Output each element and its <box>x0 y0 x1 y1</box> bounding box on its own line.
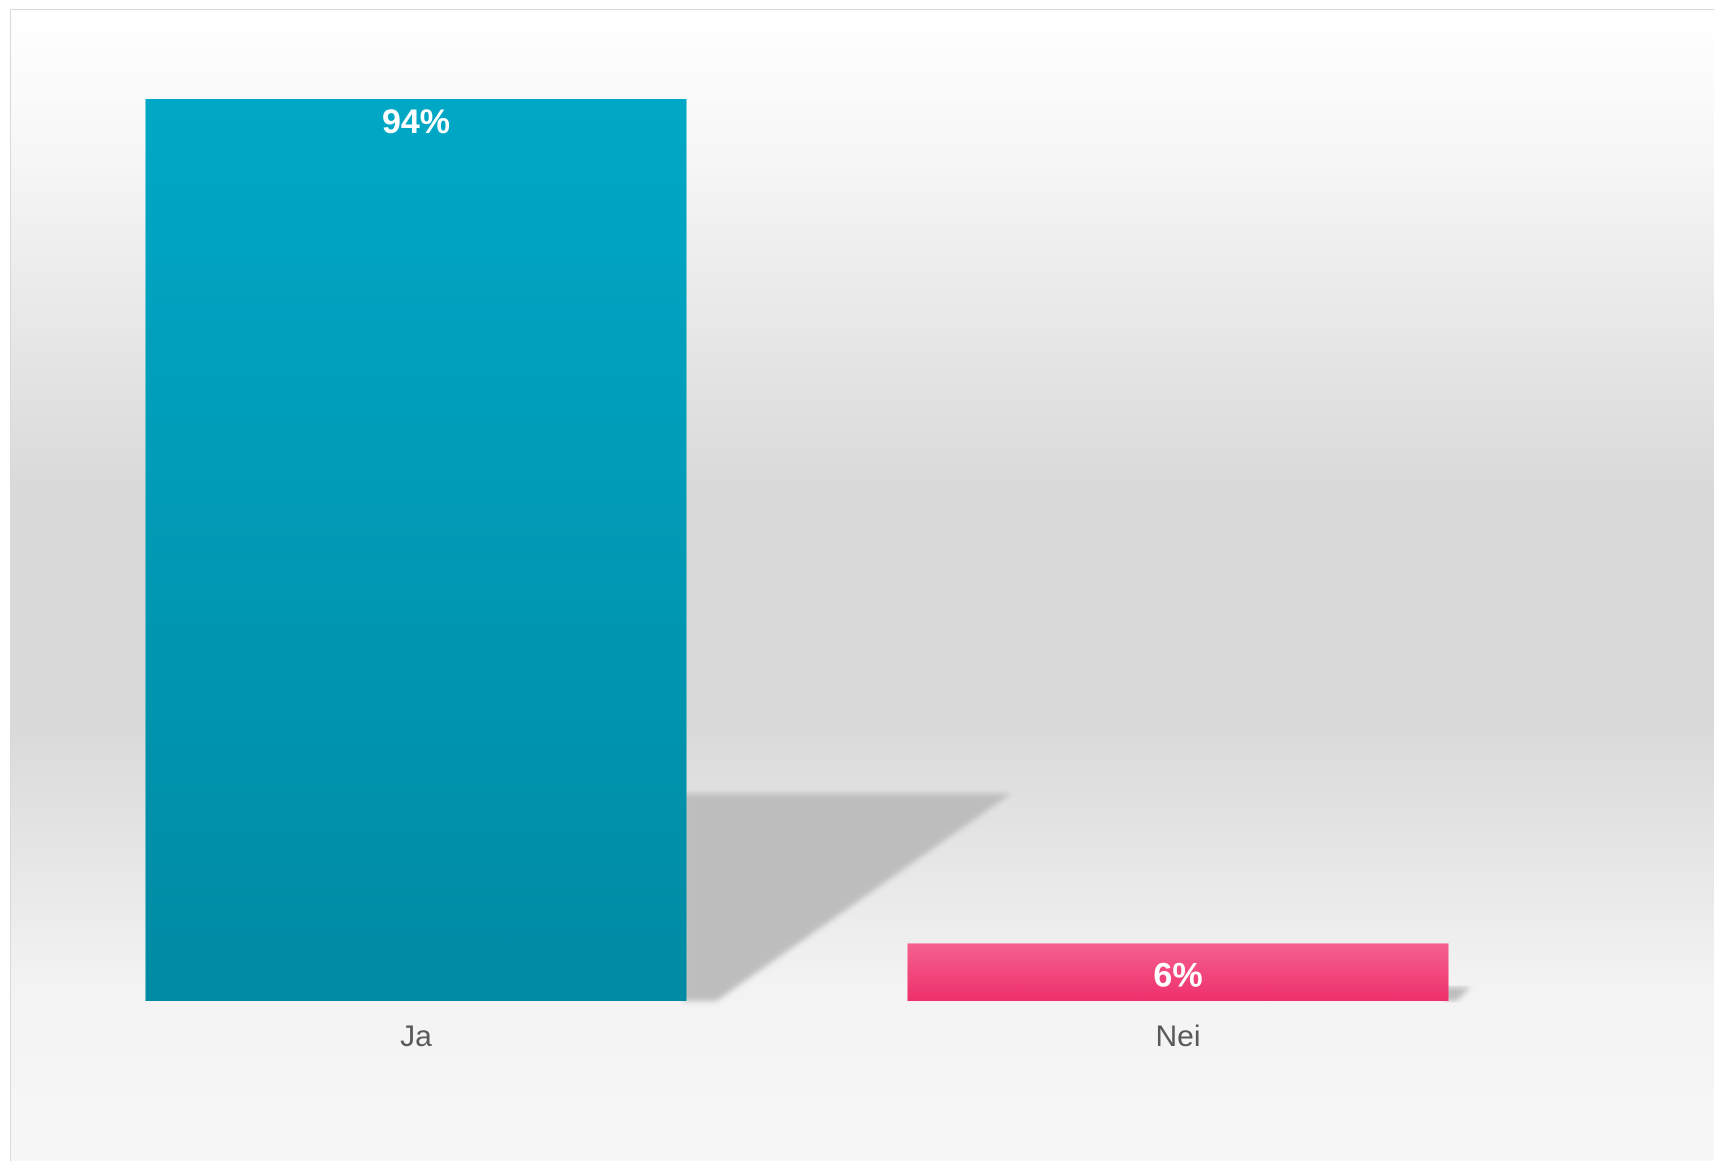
category-label-nei: Nei <box>1155 1020 1200 1053</box>
bar-nei <box>907 943 1449 1001</box>
bar-ja <box>145 99 687 1001</box>
category-label-ja: Ja <box>400 1020 432 1053</box>
bar-shadows <box>682 793 1471 1001</box>
bars <box>145 99 1449 1001</box>
bar-shadow-nei <box>1444 987 1471 1001</box>
data-label-ja: 94% <box>382 103 450 141</box>
bar-shadow-ja <box>682 793 1012 1001</box>
data-label-nei: 6% <box>1153 956 1202 994</box>
chart-frame <box>10 9 1714 1161</box>
labels: 94% Ja 6% Nei <box>382 103 1203 1053</box>
